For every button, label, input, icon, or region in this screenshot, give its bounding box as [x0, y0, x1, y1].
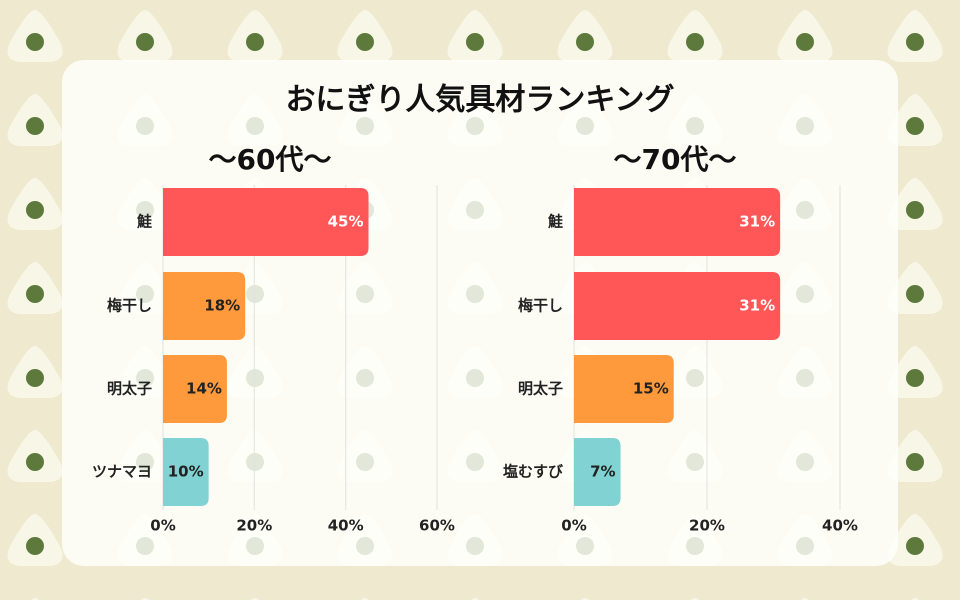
bar: [574, 438, 621, 506]
bar: [163, 355, 227, 423]
value-label: 31%: [739, 213, 775, 231]
bar: [163, 272, 246, 340]
value-label: 15%: [633, 380, 669, 398]
bar: [163, 438, 209, 506]
chart-title: ～70代～: [614, 143, 737, 176]
category-label: 鮭: [136, 213, 152, 231]
x-tick-label: 0%: [150, 517, 175, 535]
x-tick-label: 40%: [822, 517, 858, 535]
x-tick-label: 40%: [328, 517, 364, 535]
x-tick-label: 0%: [561, 517, 586, 535]
bar: [574, 188, 781, 256]
main-title: おにぎり人気具材ランキング: [285, 83, 674, 118]
category-label: 梅干し: [107, 297, 152, 315]
category-label: 鮭: [547, 213, 563, 231]
x-tick-label: 20%: [236, 517, 272, 535]
category-label: ツナマヨ: [92, 463, 152, 481]
value-label: 7%: [590, 463, 615, 481]
x-tick-label: 20%: [689, 517, 725, 535]
category-label: 塩むすび: [503, 463, 563, 481]
value-label: 18%: [204, 297, 240, 315]
value-label: 45%: [328, 213, 364, 231]
bar: [574, 272, 781, 340]
x-tick-label: 60%: [419, 517, 455, 535]
bar: [163, 188, 369, 256]
category-label: 明太子: [107, 380, 152, 398]
panel: [62, 60, 898, 566]
bar: [574, 355, 674, 423]
value-label: 14%: [186, 380, 222, 398]
chart-title: ～60代～: [209, 143, 332, 176]
value-label: 10%: [168, 463, 204, 481]
value-label: 31%: [739, 297, 775, 315]
category-label: 梅干し: [518, 297, 563, 315]
category-label: 明太子: [518, 380, 563, 398]
